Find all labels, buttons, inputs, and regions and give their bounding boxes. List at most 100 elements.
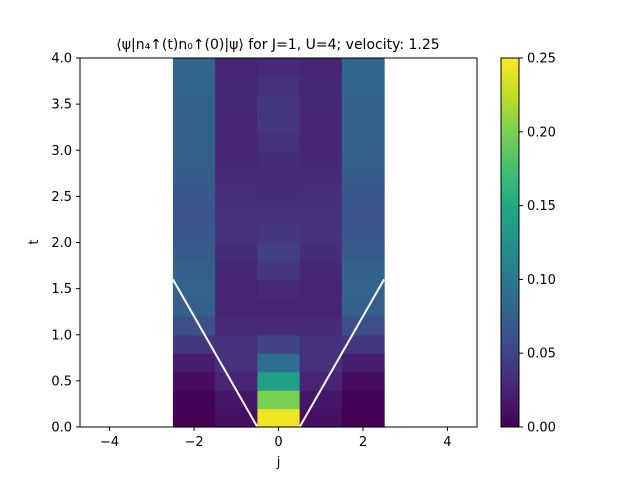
heatmap-cell	[257, 150, 301, 170]
heatmap-cell	[257, 334, 301, 354]
heatmap-cell	[257, 58, 301, 78]
x-tick-label: 0	[274, 435, 282, 450]
heatmap-cell	[172, 371, 216, 391]
heatmap-cell	[215, 168, 258, 188]
heatmap-cell	[341, 371, 385, 391]
heatmap-cell	[172, 242, 216, 262]
heatmap-cell	[341, 150, 385, 170]
heatmap-cell	[172, 150, 216, 170]
heatmap-cell	[299, 76, 343, 96]
colorbar-tick-label: 0.00	[527, 421, 556, 436]
heatmap-cell	[172, 316, 216, 336]
chart-title: ⟨ψ|n₄↑(t)n₀↑(0)|ψ⟩ for J=1, U=4; velocit…	[116, 37, 439, 53]
heatmap-cell	[299, 297, 343, 317]
heatmap-cell	[299, 316, 343, 336]
heatmap-cell	[341, 297, 385, 317]
x-tick-label: 2	[359, 435, 367, 450]
x-tick-label: 4	[443, 435, 451, 450]
heatmap-cell	[257, 408, 301, 428]
y-tick-label: 4.0	[51, 52, 72, 67]
colorbar-tick-label: 0.15	[527, 199, 556, 214]
heatmap-cell	[341, 390, 385, 410]
colorbar-tick-label: 0.25	[527, 52, 556, 67]
heatmap-cell	[172, 260, 216, 280]
heatmap-cell	[341, 224, 385, 244]
colorbar	[500, 57, 520, 428]
heatmap-cell	[172, 187, 216, 207]
y-tick-label: 0.5	[51, 374, 72, 389]
x-axis-ticks: −4 −2 0 2 4	[100, 427, 452, 450]
heatmap-cell	[172, 58, 216, 78]
heatmap-cell	[172, 131, 216, 151]
heatmap-cell	[257, 131, 301, 151]
heatmap-cell	[257, 297, 301, 317]
x-tick-label: −2	[184, 435, 203, 450]
heatmap-cell	[215, 131, 258, 151]
heatmap-cell	[172, 334, 216, 354]
heatmap-cell	[299, 113, 343, 133]
heatmap-cell	[299, 260, 343, 280]
heatmap-cell	[257, 260, 301, 280]
heatmap-cell	[172, 390, 216, 410]
heatmap-cell	[341, 131, 385, 151]
colorbar-tick-label: 0.10	[527, 273, 556, 288]
heatmap-cell	[215, 113, 258, 133]
heatmap-cell	[257, 242, 301, 262]
heatmap-cell	[215, 279, 258, 299]
colorbar-tick-label: 0.05	[527, 347, 556, 362]
heatmap-cell	[215, 353, 258, 373]
colorbar-tick-label: 0.20	[527, 125, 556, 140]
heatmap-cell	[172, 297, 216, 317]
heatmap-cell	[215, 76, 258, 96]
heatmap-cell	[341, 168, 385, 188]
light-cone-left-line	[172, 278, 259, 428]
heatmap-cell	[172, 353, 216, 373]
heatmap-cell	[299, 353, 343, 373]
heatmap-cell	[341, 279, 385, 299]
heatmap-cell	[215, 224, 258, 244]
heatmap-cell	[257, 168, 301, 188]
heatmap-cell	[257, 316, 301, 336]
heatmap-cell	[299, 94, 343, 114]
heatmap-cell	[299, 242, 343, 262]
heatmap-cell	[215, 150, 258, 170]
heatmap-cell	[215, 390, 258, 410]
heatmap-cell	[257, 390, 301, 410]
heatmap-cell	[215, 187, 258, 207]
heatmap-cell	[341, 316, 385, 336]
y-tick-label: 3.0	[51, 144, 72, 159]
colorbar-ticks: 0.00 0.05 0.10 0.15 0.20 0.25	[519, 52, 556, 436]
y-tick-label: 1.5	[51, 282, 72, 297]
light-cone-lines	[172, 278, 385, 428]
y-tick-label: 2.0	[51, 236, 72, 251]
heatmap-cells	[172, 58, 385, 428]
y-axis-ticks: 0.0 0.5 1.0 1.5 2.0 2.5 3.0 3.5 4.0	[51, 52, 80, 436]
heatmap-cell	[172, 205, 216, 225]
heatmap-cell	[299, 205, 343, 225]
heatmap-cell	[299, 150, 343, 170]
y-axis-label: t	[27, 239, 42, 244]
heatmap-cell	[215, 371, 258, 391]
heatmap-cell	[257, 353, 301, 373]
heatmap-cell	[341, 58, 385, 78]
heatmap-cell	[299, 187, 343, 207]
heatmap-cell	[299, 224, 343, 244]
heatmap-cell	[299, 279, 343, 299]
heatmap-cell	[257, 224, 301, 244]
y-tick-label: 3.5	[51, 98, 72, 113]
heatmap-cell	[172, 113, 216, 133]
x-axis-label: j	[276, 455, 281, 470]
heatmap-cell	[257, 205, 301, 225]
heatmap-cell	[215, 408, 258, 428]
y-tick-label: 2.5	[51, 190, 72, 205]
heatmap-cell	[341, 94, 385, 114]
heatmap-cell	[215, 94, 258, 114]
heatmap-cell	[172, 224, 216, 244]
heatmap-cell	[341, 187, 385, 207]
heatmap-cell	[299, 371, 343, 391]
heatmap-cell	[299, 334, 343, 354]
heatmap-cell	[341, 242, 385, 262]
heatmap-cell	[257, 76, 301, 96]
heatmap-cell	[257, 371, 301, 391]
